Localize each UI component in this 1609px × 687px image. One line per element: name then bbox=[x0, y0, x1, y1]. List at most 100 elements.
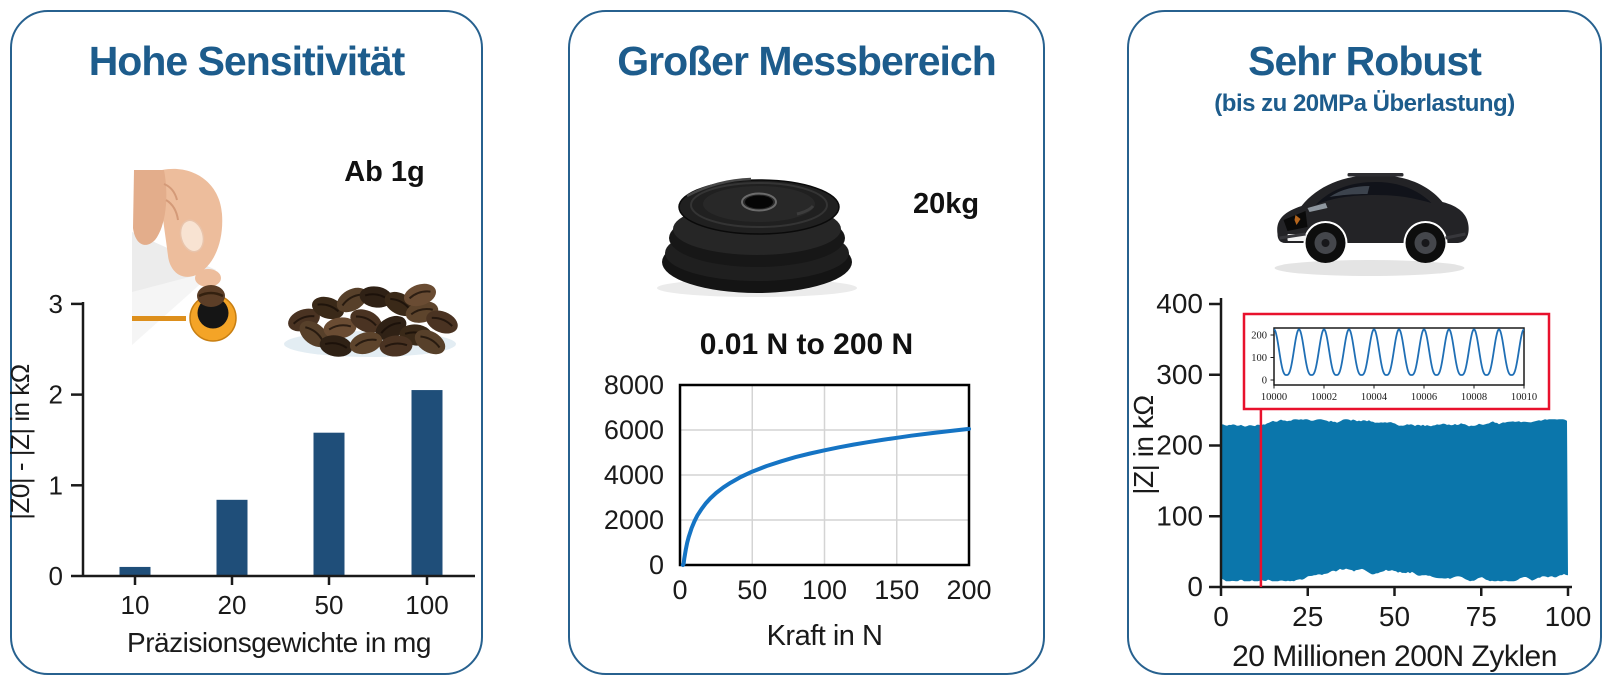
lower-trim bbox=[1279, 232, 1466, 240]
svg-text:0: 0 bbox=[1213, 601, 1229, 632]
svg-text:75: 75 bbox=[1466, 601, 1497, 632]
svg-text:100: 100 bbox=[802, 575, 847, 605]
coffee-bean bbox=[375, 315, 407, 341]
svg-text:200: 200 bbox=[1251, 331, 1267, 342]
card-hohe-sensitivitaet: Hohe Sensitivität Ab 1g 0 1 2 3 10 20 50 100 Prä… bbox=[5, 10, 483, 675]
coffee-bean bbox=[349, 331, 383, 355]
svg-text:100: 100 bbox=[1545, 601, 1592, 632]
weight-plates-photo bbox=[657, 177, 857, 297]
bar-100mg bbox=[411, 390, 443, 576]
annotation-ab-1g: Ab 1g bbox=[344, 156, 425, 188]
bean-crease bbox=[198, 291, 224, 298]
svg-text:100: 100 bbox=[1156, 500, 1203, 531]
svg-text:150: 150 bbox=[874, 575, 919, 605]
card1-title: Hohe Sensitivität bbox=[88, 38, 406, 84]
durability-cycles-chart: 0 100 200 300 400 0 25 50 75 100 20 Millionen 200N… bbox=[1128, 288, 1592, 673]
svg-text:|Z0| - |Z| in kΩ: |Z0| - |Z| in kΩ bbox=[5, 364, 35, 520]
svg-text:Kraft in N: Kraft in N bbox=[767, 620, 883, 652]
knuckle-creases bbox=[163, 183, 179, 221]
svg-text:10004: 10004 bbox=[1361, 392, 1388, 403]
sensitivity-bar-chart: 0 1 2 3 10 20 50 100 Präzisionsgewichte in mg |Z0… bbox=[5, 289, 475, 658]
svg-text:Präzisionsgewichte in mg: Präzisionsgewichte in mg bbox=[127, 627, 431, 658]
svg-text:3: 3 bbox=[49, 289, 63, 319]
force-response-line-chart: 0 2000 4000 6000 8000 0 50 100 150 200 Kraft in N bbox=[604, 370, 992, 652]
car-body bbox=[1277, 175, 1469, 243]
svg-text:2000: 2000 bbox=[604, 505, 664, 535]
fingertip bbox=[195, 269, 221, 287]
svg-text:200: 200 bbox=[1156, 430, 1203, 461]
card-grosser-messbereich: Großer Messbereich 20kg 0.01 N to 200 N … bbox=[568, 10, 1045, 675]
bar-50mg bbox=[313, 432, 345, 576]
coffee-bean bbox=[426, 310, 458, 334]
coffee-bean bbox=[379, 335, 413, 357]
svg-text:10002: 10002 bbox=[1311, 392, 1337, 403]
svg-text:100: 100 bbox=[1251, 353, 1267, 364]
svg-text:0: 0 bbox=[672, 575, 687, 605]
coffee-bean bbox=[414, 329, 446, 355]
svg-text:10: 10 bbox=[121, 590, 150, 620]
fingernail bbox=[179, 219, 205, 253]
svg-text:|Z| in kΩ: |Z| in kΩ bbox=[1128, 395, 1159, 494]
car-shadow bbox=[1274, 260, 1465, 276]
svg-text:10008: 10008 bbox=[1461, 392, 1487, 403]
svg-text:0: 0 bbox=[49, 561, 63, 591]
svg-text:0: 0 bbox=[1262, 376, 1267, 387]
bar-10mg bbox=[119, 566, 151, 576]
svg-text:0: 0 bbox=[1187, 571, 1203, 602]
sensor-cable bbox=[132, 316, 186, 321]
svg-text:20: 20 bbox=[218, 590, 247, 620]
cycle-noise-band bbox=[1221, 419, 1568, 582]
front-hub bbox=[1321, 239, 1330, 247]
coffee-bean bbox=[323, 317, 357, 339]
measuring-range-label: 0.01 N to 200 N bbox=[699, 328, 914, 361]
roof-rail bbox=[1347, 173, 1404, 177]
embossed-mark bbox=[796, 204, 815, 216]
center-hole bbox=[745, 195, 773, 209]
svg-text:20 Millionen 200N Zyklen: 20 Millionen 200N Zyklen bbox=[1232, 640, 1557, 673]
svg-text:4000: 4000 bbox=[604, 460, 664, 490]
bar-20mg bbox=[216, 499, 248, 576]
svg-text:50: 50 bbox=[737, 575, 767, 605]
top-plate-groove bbox=[690, 182, 828, 228]
hole-rim bbox=[741, 192, 777, 212]
highlight-arc bbox=[686, 177, 752, 198]
inset-oscillation-wave bbox=[1273, 328, 1525, 376]
svg-text:200: 200 bbox=[946, 575, 991, 605]
svg-text:25: 25 bbox=[1292, 601, 1323, 632]
copper-logo bbox=[1294, 215, 1301, 225]
card3-title: Sehr Robust bbox=[1248, 38, 1482, 84]
coffee-bean bbox=[336, 287, 368, 313]
car-windows bbox=[1315, 182, 1432, 205]
coffee-bean bbox=[197, 285, 225, 307]
svg-text:8000: 8000 bbox=[604, 370, 664, 400]
svg-text:1: 1 bbox=[49, 470, 63, 500]
svg-text:6000: 6000 bbox=[604, 415, 664, 445]
coffee-bean bbox=[311, 296, 345, 320]
svg-text:10010: 10010 bbox=[1511, 392, 1537, 403]
annotation-20kg: 20kg bbox=[912, 188, 980, 220]
rear-hub bbox=[1421, 239, 1430, 247]
force-curve bbox=[680, 426, 971, 567]
card-sehr-robust: Sehr Robust (bis zu 20MPa Überlastung) 0… bbox=[1127, 10, 1602, 675]
finger-sensor-photo bbox=[132, 168, 237, 345]
card2-title: Großer Messbereich bbox=[617, 38, 997, 84]
card3-subtitle: (bis zu 20MPa Überlastung) bbox=[1214, 90, 1515, 117]
coffee-bean bbox=[350, 309, 382, 333]
svg-text:2: 2 bbox=[49, 380, 63, 410]
svg-text:50: 50 bbox=[315, 590, 344, 620]
svg-text:10000: 10000 bbox=[1261, 392, 1287, 403]
coffee-bean bbox=[319, 335, 353, 357]
coffee-beans-photo bbox=[284, 283, 458, 357]
windshield-reflection bbox=[1329, 186, 1370, 197]
svg-text:100: 100 bbox=[405, 590, 448, 620]
inset-plot-box bbox=[1273, 327, 1525, 386]
svg-text:300: 300 bbox=[1156, 359, 1203, 390]
second-finger bbox=[133, 170, 167, 245]
headlight bbox=[1307, 203, 1328, 212]
svg-text:10006: 10006 bbox=[1411, 392, 1437, 403]
svg-text:0: 0 bbox=[649, 550, 664, 580]
svg-text:50: 50 bbox=[1379, 601, 1410, 632]
svg-text:400: 400 bbox=[1156, 288, 1203, 319]
black-suv-photo bbox=[1274, 173, 1469, 276]
